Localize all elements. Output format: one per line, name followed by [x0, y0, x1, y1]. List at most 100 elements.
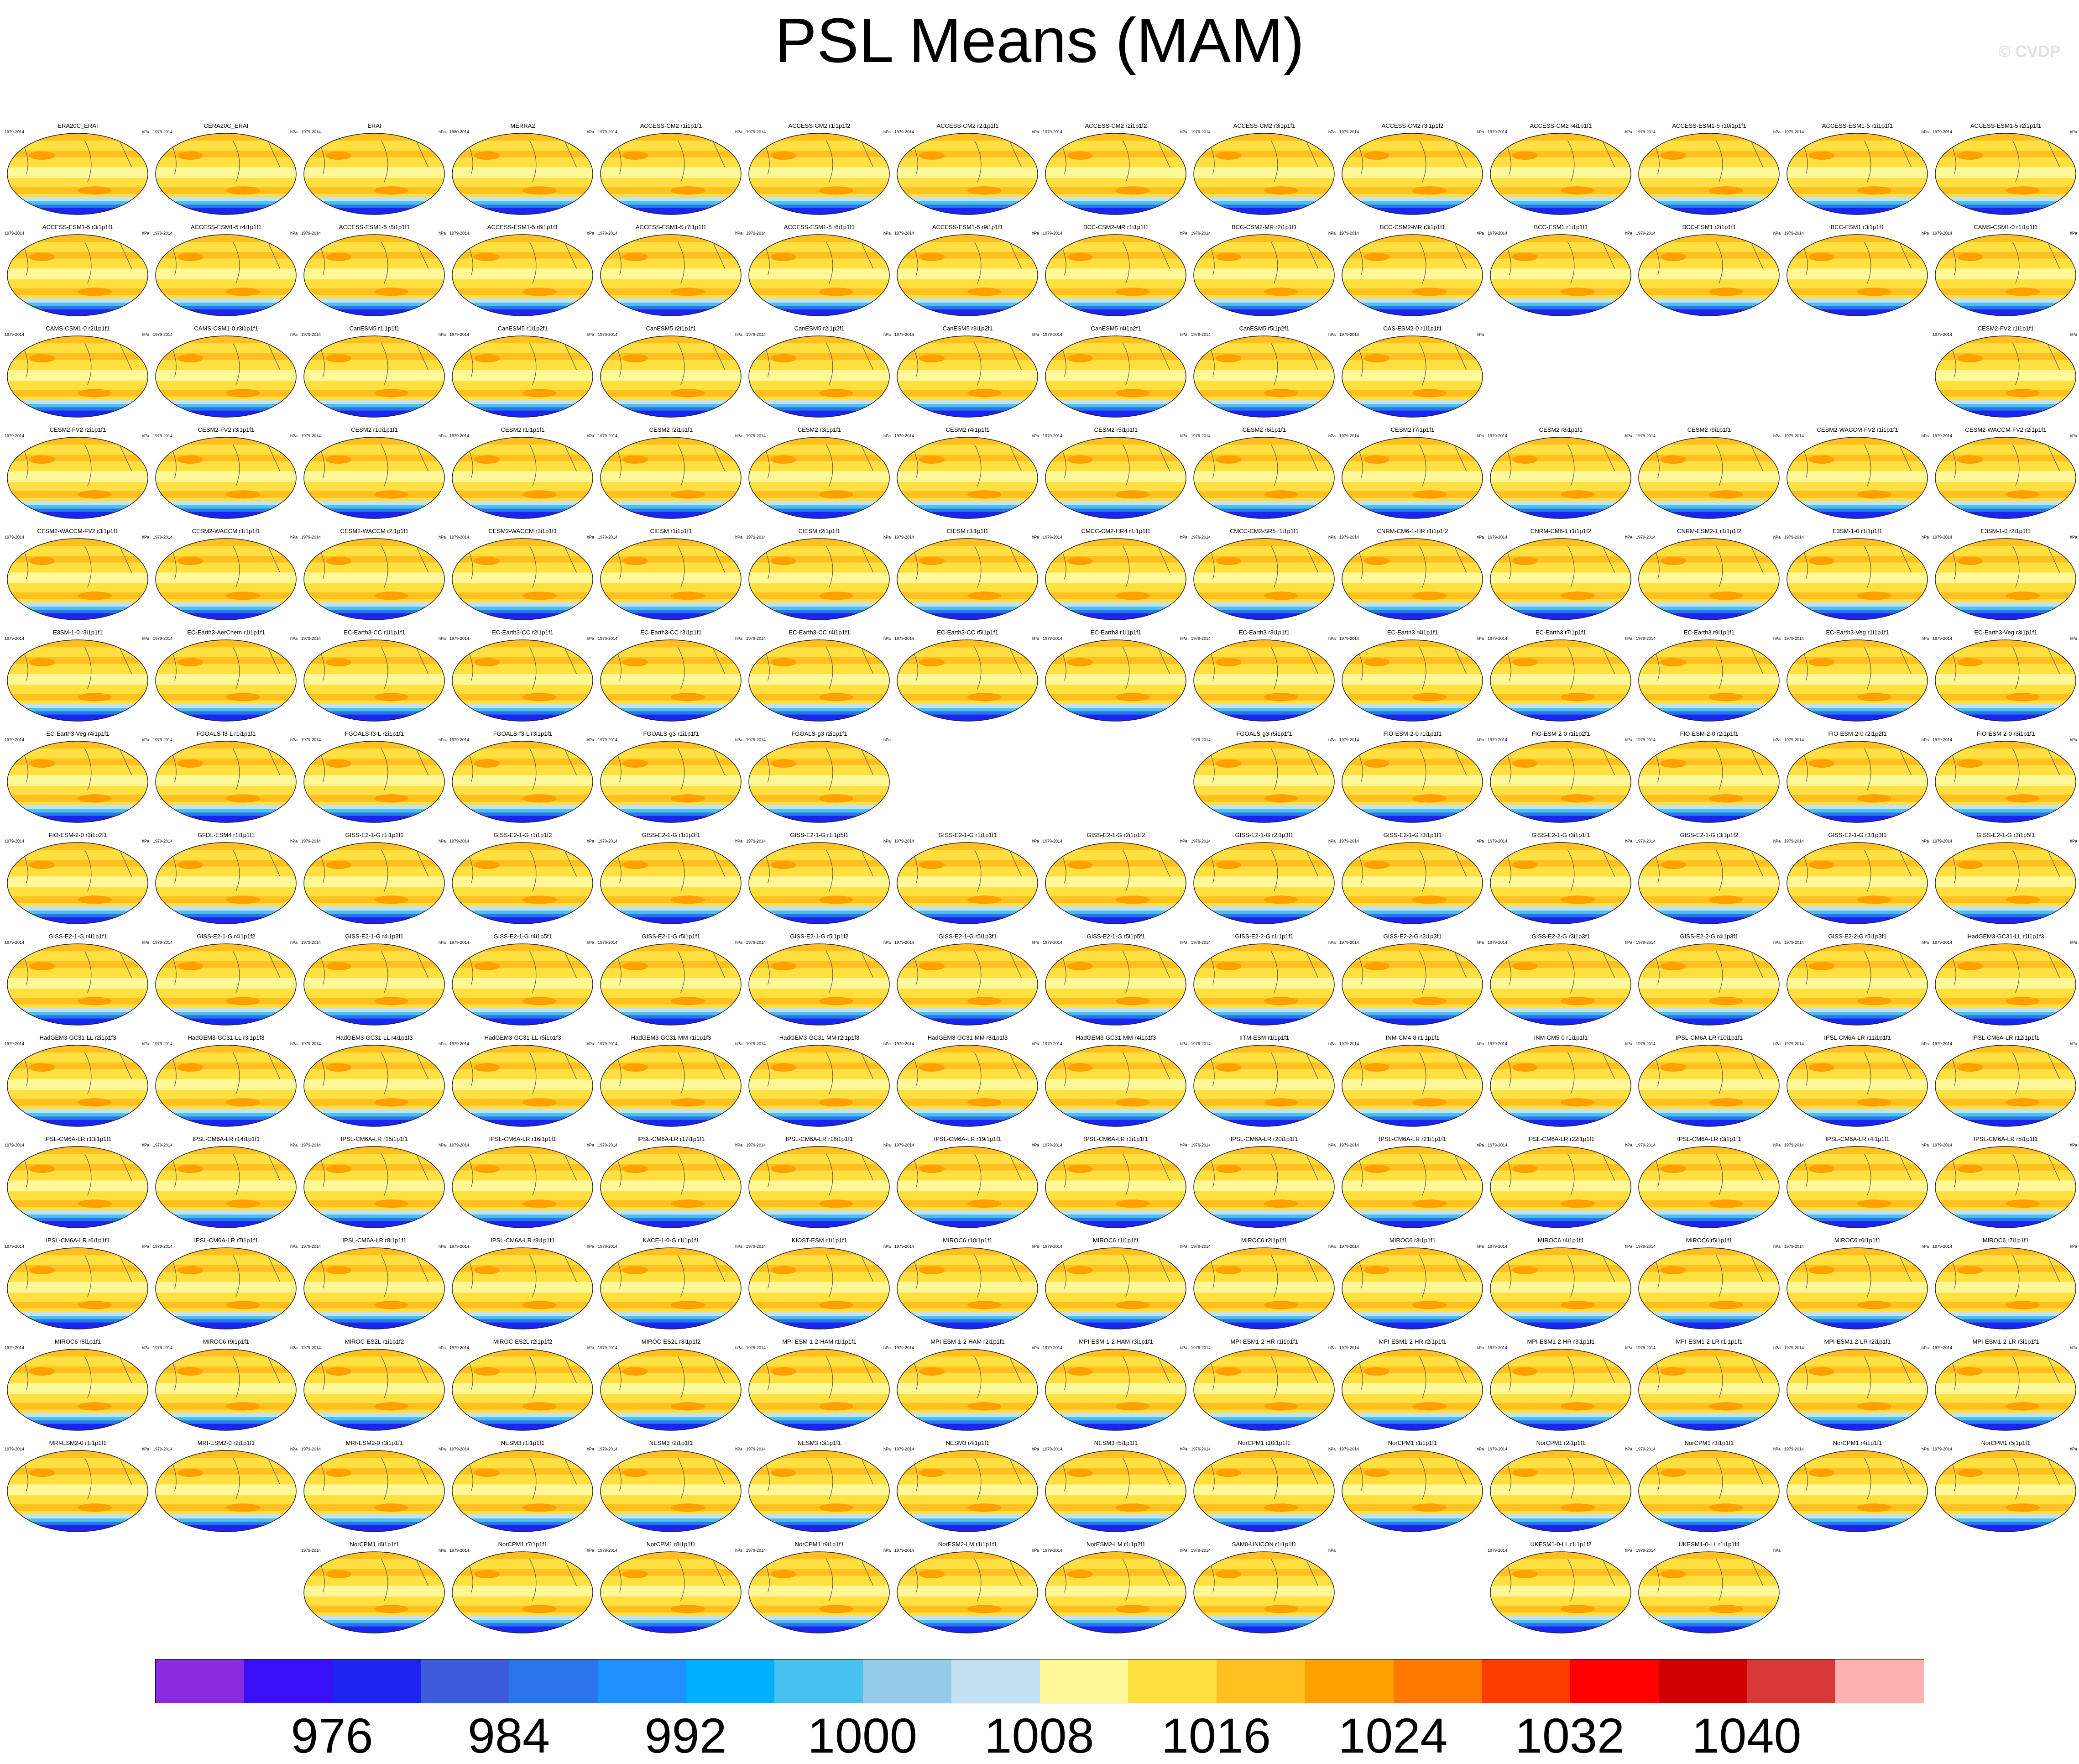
- map-panel: GISS-E2-1-G r4i1p1f1 1979-2014 hPa: [4, 933, 152, 1036]
- map-panel: HadGEM3-GC31-MM r1i1p1f3 1979-2014 hPa: [597, 1034, 745, 1137]
- map-panel: ACCESS-ESM1-5 r4i1p1f1 1979-2014 hPa: [152, 224, 300, 326]
- panel-title: NESM3 r4i1p1f1: [945, 1439, 990, 1446]
- latitude-band: [897, 1015, 1038, 1019]
- coastline: [319, 343, 429, 385]
- panel-years: 1979-2014: [1043, 231, 1063, 236]
- panel-title: CESM2-FV2 r3i1p1f1: [198, 426, 255, 433]
- latitude-band: [304, 1146, 444, 1155]
- panel-units: hPa: [2069, 1042, 2077, 1046]
- latitude-band: [452, 497, 593, 502]
- latitude-band: [601, 1474, 741, 1485]
- latitude-band: [1342, 1458, 1483, 1469]
- map-outline: [1490, 437, 1631, 519]
- latitude-band: [1787, 1504, 1928, 1512]
- coastline: [1506, 545, 1615, 588]
- panel-units: hPa: [586, 1042, 594, 1046]
- high-pressure-cell: [1709, 693, 1743, 701]
- panel-units: hPa: [290, 1345, 298, 1350]
- psl-map: [748, 1551, 890, 1633]
- coastline: [468, 1052, 577, 1094]
- latitude-band: [749, 1007, 889, 1013]
- latitude-band: [1787, 1004, 1928, 1008]
- map-outline: [155, 741, 297, 823]
- colorbar-tick-label: 1008: [984, 1708, 1094, 1763]
- latitude-band: [1787, 1218, 1928, 1222]
- latitude-band: [452, 703, 593, 709]
- latitude-band: [7, 602, 148, 607]
- map-panel: NorCPM1 r3i1p1f1 1979-2014 hPa: [1635, 1439, 1783, 1542]
- panel-years: 1979-2014: [301, 1143, 321, 1147]
- panel-title: NESM3 r1i1p1f1: [501, 1439, 545, 1446]
- latitude-band: [897, 157, 1038, 168]
- panel-units: hPa: [438, 130, 446, 134]
- panel-years: 1979-2014: [746, 940, 766, 945]
- high-pressure-cell: [1067, 556, 1093, 565]
- latitude-band: [1194, 1293, 1334, 1303]
- latitude-band: [1490, 903, 1631, 907]
- latitude-band: [601, 1116, 741, 1120]
- high-pressure-cell: [29, 1266, 55, 1275]
- panel-years: 1979-2014: [894, 1447, 914, 1451]
- map-outline: [303, 943, 445, 1026]
- coastline: [1209, 1255, 1319, 1297]
- coastline: [1802, 1153, 1912, 1196]
- map-panel: IPSL-CM6A-LR r11i1p1f1 1979-2014 hPa: [1783, 1034, 1932, 1137]
- high-pressure-cell: [1067, 151, 1093, 160]
- latitude-band: [1787, 711, 1928, 715]
- high-pressure-cell: [1561, 794, 1595, 803]
- latitude-band: [1045, 1282, 1186, 1293]
- latitude-band: [1787, 1409, 1928, 1413]
- latitude-band: [1045, 951, 1186, 962]
- high-pressure-cell: [770, 860, 797, 869]
- latitude-band: [1490, 1394, 1631, 1404]
- coastline: [1209, 1052, 1319, 1094]
- latitude-band: [1490, 258, 1631, 269]
- high-pressure-cell: [919, 658, 945, 667]
- latitude-band: [1045, 390, 1186, 397]
- latitude-band: [1935, 1413, 2076, 1418]
- latitude-band: [156, 390, 296, 397]
- coastline: [23, 1457, 132, 1500]
- psl-map: [155, 234, 297, 316]
- latitude-band: [1045, 1373, 1186, 1384]
- map-panel: NESM3 r4i1p1f1 1979-2014 hPa: [893, 1439, 1042, 1542]
- high-pressure-cell: [1363, 1367, 1390, 1376]
- latitude-band: [304, 1113, 444, 1117]
- panel-title: NorESM2-LM r1i1p1f1: [938, 1541, 998, 1548]
- panel-years: 1979-2014: [1933, 1143, 1953, 1147]
- latitude-band: [749, 1458, 889, 1469]
- latitude-band: [1194, 1099, 1334, 1106]
- latitude-band: [1935, 1504, 2076, 1512]
- psl-map: [1935, 639, 2076, 722]
- latitude-band: [7, 396, 148, 400]
- panel-title: BCC-ESM1 r1i1p1f1: [1534, 224, 1588, 230]
- latitude-band: [601, 1154, 741, 1165]
- map-panel: ACCESS-CM2 r2i1p1f1 1979-2014 hPa: [893, 122, 1042, 225]
- panel-title: GISS-E2-1-G r5i1p3f1: [938, 933, 997, 940]
- psl-map: [748, 335, 890, 418]
- map-panel: EC-Earth3 r1i1p1f1 1979-2014 hPa: [1042, 629, 1190, 732]
- latitude-band: [749, 896, 889, 904]
- latitude-band: [1342, 1090, 1483, 1100]
- latitude-band: [897, 1180, 1038, 1192]
- latitude-band: [1639, 599, 1779, 603]
- panel-units: hPa: [1921, 1244, 1929, 1249]
- latitude-band: [897, 640, 1038, 648]
- coastline: [171, 343, 281, 385]
- panel-years: 1979-2014: [1636, 940, 1656, 945]
- latitude-band: [1045, 843, 1186, 851]
- coastline: [1358, 1356, 1467, 1398]
- latitude-band: [601, 812, 741, 817]
- latitude-band: [1490, 741, 1631, 749]
- latitude-band: [1787, 765, 1928, 776]
- latitude-band: [1935, 298, 2076, 304]
- latitude-band: [1639, 944, 1779, 952]
- latitude-band: [601, 187, 741, 194]
- latitude-band: [1935, 1164, 2076, 1171]
- panel-years: 1979-2014: [746, 839, 766, 843]
- latitude-band: [1639, 1200, 1779, 1208]
- latitude-band: [601, 1207, 741, 1211]
- panel-units: hPa: [1773, 940, 1781, 945]
- panel-title: INM-CM5-0 r1i1p1f1: [1534, 1034, 1588, 1041]
- latitude-band: [1787, 911, 1928, 915]
